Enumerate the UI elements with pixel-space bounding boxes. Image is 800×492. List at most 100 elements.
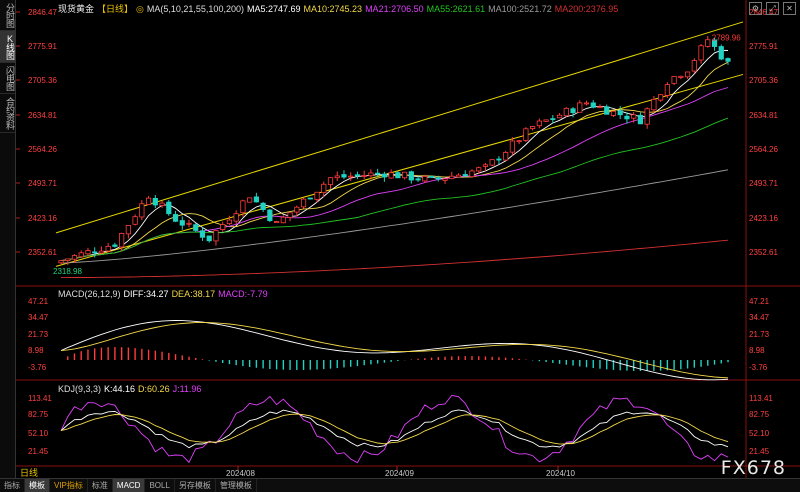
candle-body <box>678 75 684 78</box>
bottom-tab-5[interactable]: BOLL <box>145 479 175 492</box>
candle-body <box>711 39 718 47</box>
indicator-tabs-bar: 指标 模板 VIP指标 标准 MACD BOLL 另存模板 管理模板 <box>0 478 800 492</box>
candle-body <box>267 209 273 222</box>
candle-body <box>172 214 179 222</box>
ma10-line <box>60 61 729 262</box>
macd-header: MACD(26,12,9) DIFF:34.27 DEA:38.17 MACD:-7.… <box>58 289 271 299</box>
candle-body <box>145 197 152 205</box>
candle-body <box>637 114 644 125</box>
ma55-value: MA55:2621.61 <box>426 4 486 14</box>
price-axis-label-right: 2634.81 <box>749 111 778 120</box>
candle-body <box>516 140 522 143</box>
bottom-tab-3[interactable]: 标准 <box>88 479 113 492</box>
macd-params: MACD(26,12,9) <box>58 289 121 299</box>
sidebar-item-0[interactable]: 分时图 <box>0 0 15 31</box>
kdj-k-line <box>60 409 729 449</box>
candle-body <box>684 71 691 78</box>
settings-small-icon[interactable]: ◎ <box>136 4 144 14</box>
candle-body <box>705 39 711 47</box>
candle-body <box>85 250 91 255</box>
candle-body <box>253 196 259 203</box>
price-axis-label-left: 2634.81 <box>28 111 57 120</box>
ma5-value: MA5:2747.69 <box>246 4 301 14</box>
candle-body <box>213 230 219 242</box>
candle-body <box>300 198 307 208</box>
kdj-axis-label-left: 82.75 <box>28 410 49 419</box>
candle-body <box>530 126 536 129</box>
candle-body <box>78 252 84 258</box>
candle-body <box>476 167 482 172</box>
candle-body <box>193 224 199 231</box>
candle-body <box>71 255 78 260</box>
candle-body <box>583 102 590 105</box>
candle-body <box>577 102 583 113</box>
price-axis-label-right: 2564.26 <box>749 145 778 154</box>
ma10-value: MA10:2745.23 <box>303 4 363 14</box>
macd-dea-line <box>60 322 729 379</box>
macd-axis-label-right: 8.98 <box>749 346 765 355</box>
kline-chart[interactable]: 2846.47 2846.47 2775.91 2775.91 2705.36 2705.… <box>16 0 800 478</box>
sidebar-item-1[interactable]: K线图 <box>0 31 15 63</box>
candle-body <box>428 175 435 178</box>
price-axis-label-left: 2705.36 <box>28 76 57 85</box>
candle-body <box>395 172 401 179</box>
candle-body <box>152 197 158 206</box>
candle-body <box>408 171 414 181</box>
kdj-axis-label-right: 52.10 <box>749 429 770 438</box>
macd-axis-label-left: 21.73 <box>28 330 49 339</box>
low-annotation: 2318.98 <box>53 267 82 276</box>
settings-icon[interactable]: ⚙ <box>749 2 762 15</box>
symbol-name: 现货黄金 <box>58 4 95 14</box>
candle-body <box>631 114 637 119</box>
candle-body <box>658 94 664 101</box>
window-controls: ⚙ ⤢ ✕ <box>749 2 796 15</box>
bottom-tab-4[interactable]: MACD <box>112 479 146 492</box>
expand-icon[interactable]: ⤢ <box>766 2 779 15</box>
macd-axis-label-right: 34.47 <box>749 313 770 322</box>
candle-body <box>617 110 623 116</box>
period-label: 【日线】 <box>97 4 134 14</box>
candle-body <box>449 175 455 180</box>
date-axis-label: 2024/08 <box>226 469 255 478</box>
candle-body <box>718 46 724 60</box>
kdj-axis-label-left: 113.41 <box>28 394 52 403</box>
candle-body <box>98 250 105 254</box>
candle-body <box>523 128 529 141</box>
candle-body <box>199 230 206 238</box>
candle-body <box>125 225 131 235</box>
candle-body <box>58 260 64 264</box>
kdj-j-line <box>60 394 729 464</box>
candle-body <box>509 140 516 153</box>
current-period[interactable]: 日线 <box>20 468 39 478</box>
main-chart-header: 现货黄金 【日线】 ◎ MA(5,10,21,55,100,200) MA5:2747.… <box>58 2 621 15</box>
candle-body <box>597 106 603 109</box>
bottom-tab-7[interactable]: 管理模板 <box>216 479 257 492</box>
price-axis-label-left: 2493.71 <box>28 179 57 188</box>
fx678-watermark: FX678 <box>720 457 786 479</box>
close-icon[interactable]: ✕ <box>783 2 796 15</box>
bottom-tab-2[interactable]: VIP指标 <box>50 479 88 492</box>
bottom-tab-6[interactable]: 另存模板 <box>175 479 216 492</box>
candle-body <box>233 213 239 222</box>
macd-axis-label-right: 21.73 <box>749 330 770 339</box>
candle-body <box>469 170 475 178</box>
kdj-k: K:44.16 <box>104 384 136 394</box>
bottom-tab-0[interactable]: 指标 <box>0 479 25 492</box>
candle-body <box>206 235 212 242</box>
candle-body <box>651 98 657 111</box>
date-axis-label: 2024/09 <box>385 469 414 478</box>
sidebar-item-2[interactable]: 闪电图 <box>0 63 15 94</box>
price-axis-label-left: 2423.16 <box>28 214 57 223</box>
sidebar-item-3[interactable]: 合约资料 <box>0 94 15 133</box>
kdj-header: KDJ(9,3,3) K:44.16 D:60.26 J:11.96 <box>58 384 204 394</box>
kdj-d: D:60.26 <box>138 384 170 394</box>
macd-dea: DEA:38.17 <box>171 289 216 299</box>
candle-body <box>543 119 549 122</box>
candle-body <box>287 212 293 218</box>
bottom-tab-1[interactable]: 模板 <box>25 479 50 492</box>
date-axis-label: 2024/10 <box>546 469 575 478</box>
candle-body <box>604 106 610 115</box>
candle-body <box>435 177 441 180</box>
macd-diff-line <box>60 320 729 381</box>
candle-body <box>273 221 280 223</box>
